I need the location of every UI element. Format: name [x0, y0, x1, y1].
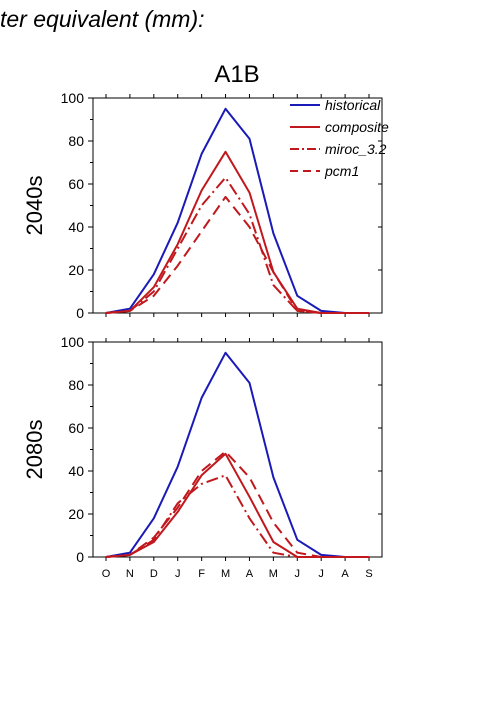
y-tick-label: 0	[76, 305, 84, 321]
legend-label: pcm1	[324, 163, 359, 179]
x-tick-label: J	[175, 568, 181, 580]
x-tick-label: A	[341, 568, 349, 580]
y-tick-label: 100	[61, 90, 85, 106]
y-tick-label: 40	[68, 219, 84, 235]
x-tick-label: N	[126, 568, 134, 580]
y-tick-label: 60	[68, 420, 84, 436]
y-axis-label: 2080s	[22, 420, 47, 480]
y-tick-label: 80	[68, 377, 84, 393]
series-line-historical	[105, 107, 369, 314]
series-line-miroc-3-2	[105, 474, 369, 558]
y-tick-label: 80	[68, 133, 84, 149]
series-line-composite	[105, 150, 369, 314]
x-tick-label: M	[269, 568, 278, 580]
y-axis-label: 2040s	[22, 176, 47, 236]
chart-panel-2040s: 0 20 40 60 80 100 2040s historical composite miro…	[22, 90, 389, 321]
x-tick-label: O	[102, 568, 111, 580]
x-tick-label: J	[295, 568, 301, 580]
series-line-pcm1	[105, 450, 369, 558]
chart-panel-2080s: 0 20 40 60 80 100 O N D J F M A M J J A S 2080s	[22, 334, 383, 580]
x-tick-label: M	[221, 568, 230, 580]
legend-label: historical	[325, 97, 381, 113]
scenario-title: A1B	[214, 61, 259, 88]
y-tick-label: 20	[68, 262, 84, 278]
y-tick-label: 40	[68, 463, 84, 479]
x-tick-label: F	[198, 568, 205, 580]
plots-group: 0 20 40 60 80 100 2040s historical composite miro…	[22, 90, 389, 580]
series-line-miroc-3-2	[105, 176, 369, 314]
legend-label: composite	[325, 119, 389, 135]
plot-frame	[92, 341, 383, 558]
x-tick-label: D	[150, 568, 158, 580]
legend-label: miroc_3.2	[325, 141, 387, 157]
y-tick-label: 100	[61, 334, 85, 350]
figure-header: ter equivalent (mm):	[0, 6, 205, 32]
y-tick-label: 0	[76, 549, 84, 565]
x-tick-label: A	[246, 568, 254, 580]
y-tick-label: 60	[68, 176, 84, 192]
x-tick-label: S	[365, 568, 372, 580]
series-line-composite	[105, 452, 369, 558]
series-line-historical	[105, 351, 369, 558]
x-tick-label: J	[318, 568, 324, 580]
series-line-pcm1	[105, 195, 369, 314]
y-tick-label: 20	[68, 506, 84, 522]
